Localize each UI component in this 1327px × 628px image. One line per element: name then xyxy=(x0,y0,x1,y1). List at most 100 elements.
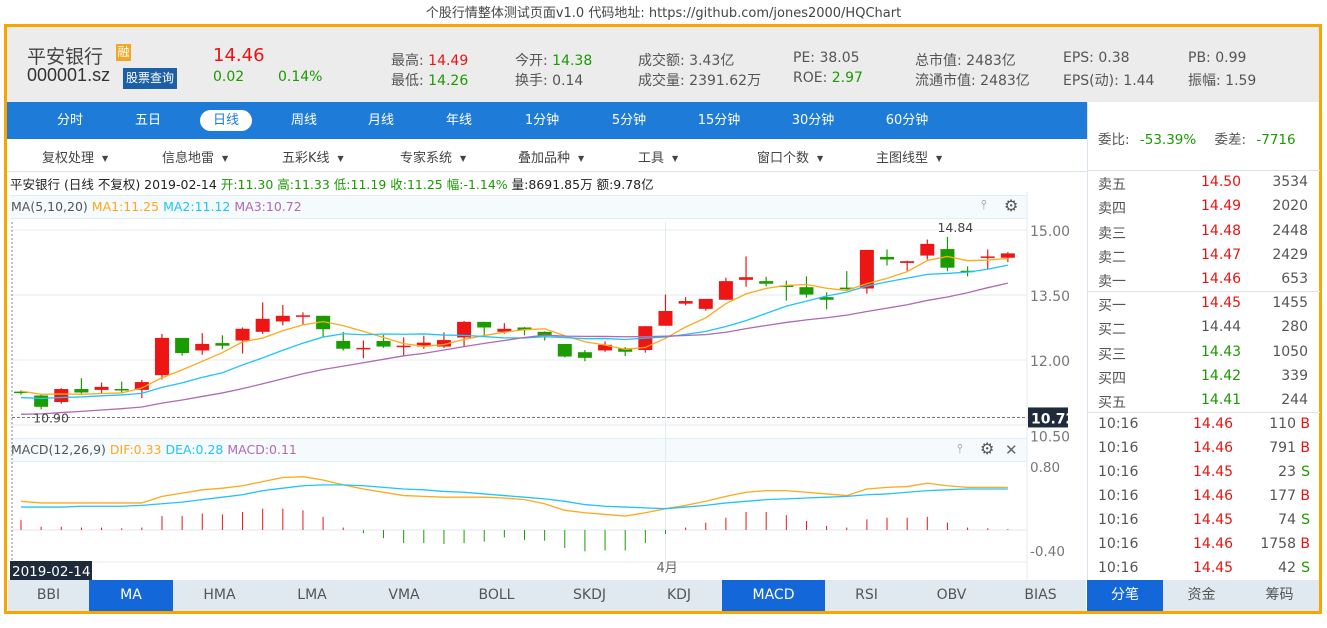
period-tab[interactable]: 周线 xyxy=(290,113,318,128)
menu-dropdown[interactable]: 信息地雷 ▼ xyxy=(162,147,228,166)
ma-title: MA(5,10,20) MA1:11.25 MA2:11.12 MA3:10.7… xyxy=(11,199,302,214)
ask-row: 卖二 14.47 2429 xyxy=(1088,244,1320,268)
right-panel-tab[interactable]: 筹码 xyxy=(1240,580,1319,611)
row-label: 10:16 xyxy=(1098,464,1139,480)
stat-item: EPS: 0.38 xyxy=(1063,50,1130,66)
candle-body xyxy=(396,345,411,348)
indicator-tab[interactable]: BBI xyxy=(8,580,89,611)
candle-body xyxy=(74,389,89,393)
ma-title-bar xyxy=(10,195,1027,219)
info-close: 收:11.25 xyxy=(390,177,443,192)
candle-body xyxy=(376,340,391,347)
period-tab[interactable]: 60分钟 xyxy=(885,113,929,128)
kline-chart[interactable]: MA(5,10,20) MA1:11.25 MA2:11.12 MA3:10.7… xyxy=(7,192,1087,580)
candle-body xyxy=(517,327,532,331)
trade-side: S xyxy=(1301,512,1310,528)
ask-row: 卖五 14.50 3534 xyxy=(1088,171,1320,195)
period-tab[interactable]: 1分钟 xyxy=(524,113,560,128)
indicator-tab[interactable]: LMA xyxy=(266,580,358,611)
menu-dropdown[interactable]: 专家系统 ▼ xyxy=(400,147,466,166)
macd-title-bar xyxy=(10,438,1027,462)
indicator-tab[interactable]: SKDJ xyxy=(543,580,636,611)
menu-dropdown[interactable]: 叠加品种 ▼ xyxy=(518,147,584,166)
cursor-date-label: 2019-02-14 xyxy=(12,564,90,580)
indicator-tab[interactable]: OBV xyxy=(908,580,995,611)
stat-label: 今开: xyxy=(515,53,548,69)
row-price: 14.48 xyxy=(1201,222,1242,239)
margin-badge: 融 xyxy=(116,44,131,61)
y-tick-label: 13.50 xyxy=(1030,289,1070,305)
caret-down-icon: ▼ xyxy=(578,154,585,163)
menu-dropdown[interactable]: 复权处理 ▼ xyxy=(42,147,108,166)
tick-row: 10:16 14.46 110 B xyxy=(1088,413,1320,437)
caret-down-icon: ▼ xyxy=(102,154,109,163)
row-label: 10:16 xyxy=(1098,512,1139,528)
trade-side: B xyxy=(1300,440,1310,456)
ratio-label: 委比: xyxy=(1098,132,1130,148)
row-label: 10:16 xyxy=(1098,416,1139,432)
indicator-tab[interactable]: KDJ xyxy=(636,580,722,611)
info-low: 低:11.19 xyxy=(333,177,387,192)
candle-body xyxy=(114,389,129,391)
info-prefix: 平安银行 (日线 不复权) 2019-02-14 xyxy=(10,177,217,192)
candle-body xyxy=(698,298,713,309)
row-label: 买二 xyxy=(1098,322,1126,339)
candle-body xyxy=(134,382,149,390)
candle-body xyxy=(598,344,613,351)
candle-body xyxy=(275,315,290,322)
indicator-tab[interactable]: BOLL xyxy=(450,580,543,611)
period-tab[interactable]: 15分钟 xyxy=(697,113,741,128)
candle-body xyxy=(799,287,814,295)
right-panel-tab[interactable]: 分笔 xyxy=(1087,580,1163,611)
row-price: 14.41 xyxy=(1201,392,1242,409)
period-tab[interactable]: 五日 xyxy=(134,113,162,128)
bid-row: 买四 14.42 339 xyxy=(1088,365,1320,389)
caret-down-icon: ▼ xyxy=(460,154,467,163)
stat-label: ROE: xyxy=(793,70,828,86)
period-tab[interactable]: 分时 xyxy=(56,113,84,128)
row-label: 卖五 xyxy=(1098,177,1126,193)
row-price: 14.46 xyxy=(1193,488,1234,504)
candle-body xyxy=(940,249,955,268)
row-volume: 23 xyxy=(1278,464,1296,480)
row-label: 买三 xyxy=(1098,346,1126,363)
divider xyxy=(1088,412,1320,413)
info-open: 开:11.30 xyxy=(220,177,274,192)
menu-dropdown[interactable]: 主图线型 ▼ xyxy=(876,147,942,166)
gear-icon[interactable]: ⚙ xyxy=(1004,196,1019,215)
right-panel-tab[interactable]: 资金 xyxy=(1163,580,1240,611)
row-price: 14.46 xyxy=(1193,416,1234,432)
indicator-tab[interactable]: RSI xyxy=(825,580,908,611)
order-ratio: 委比: -53.39% 委差: -7716 xyxy=(1098,128,1296,148)
dif-line xyxy=(20,476,1008,517)
price-change: 0.02 xyxy=(213,69,245,85)
stat-value: 0.14 xyxy=(552,73,584,89)
menu-dropdown[interactable]: 窗口个数 ▼ xyxy=(757,147,823,166)
stat-label: 换手: xyxy=(515,73,548,89)
menu-dropdown[interactable]: 工具 ▼ xyxy=(638,147,678,166)
indicator-params-icon[interactable]: ⫯ xyxy=(981,198,987,213)
row-price: 14.46 xyxy=(1193,536,1234,552)
close-icon[interactable]: ✕ xyxy=(1005,441,1018,459)
stock-query-button[interactable]: 股票查询 xyxy=(123,68,178,89)
indicator-tab[interactable]: BIAS xyxy=(995,580,1086,611)
indicator-tab[interactable]: VMA xyxy=(358,580,450,611)
period-tab[interactable]: 年线 xyxy=(445,113,473,128)
stat-item: 今开: 14.38 xyxy=(515,50,592,70)
indicator-tab[interactable]: HMA xyxy=(173,580,266,611)
row-volume: 244 xyxy=(1281,392,1308,409)
row-label: 买四 xyxy=(1098,370,1126,387)
candle-body xyxy=(356,347,371,350)
indicator-params-icon[interactable]: ⫯ xyxy=(957,442,963,457)
candle-body xyxy=(779,285,794,287)
period-tab[interactable]: 日线 xyxy=(200,110,252,131)
menu-dropdown[interactable]: 五彩K线 ▼ xyxy=(282,147,344,166)
stat-item: 最高: 14.49 xyxy=(391,50,468,70)
period-tab[interactable]: 30分钟 xyxy=(791,113,835,128)
gear-icon[interactable]: ⚙ xyxy=(980,439,995,458)
period-tab[interactable]: 5分钟 xyxy=(611,113,647,128)
period-tab[interactable]: 月线 xyxy=(367,113,395,128)
indicator-tab[interactable]: MACD xyxy=(722,580,825,611)
indicator-tab[interactable]: MA xyxy=(89,580,173,611)
app-frame xyxy=(4,24,1322,614)
